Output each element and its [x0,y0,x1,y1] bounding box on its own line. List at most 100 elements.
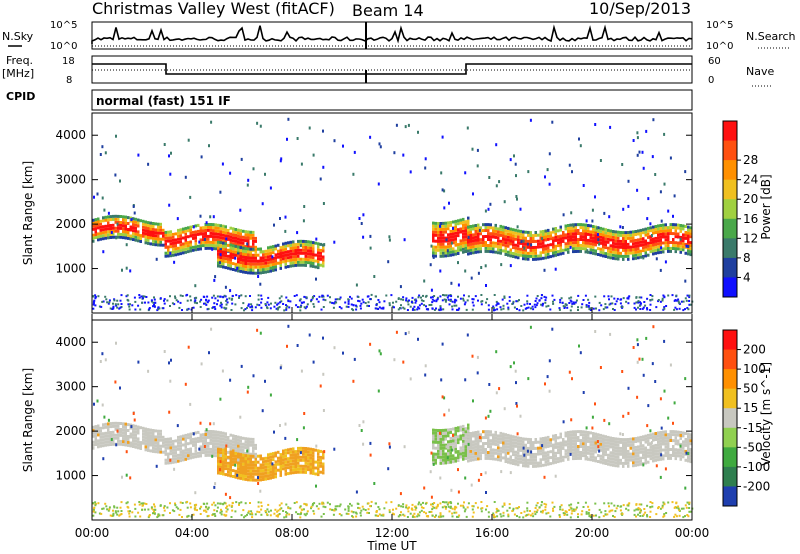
power-cell [254,259,257,263]
power-cell [489,202,492,206]
power-cell [444,221,447,225]
power-cell [179,240,182,244]
power-cell [514,246,517,250]
power-cell [619,233,622,237]
power-cell [303,205,306,208]
power-cell [242,270,245,274]
velocity-cell [97,445,100,449]
velocity-cell [537,449,540,453]
velocity-cell [570,503,573,506]
power-cell [313,305,316,308]
velocity-cell [299,458,302,462]
power-cell [617,245,620,249]
power-cell [187,138,190,142]
velocity-cell [144,439,147,443]
velocity-cell [239,439,242,443]
power-cell [147,233,150,236]
velocity-cell [212,442,215,446]
velocity-cell [139,447,142,450]
velocity-cell [319,455,322,459]
velocity-cell [639,438,642,442]
power-cell [509,264,512,268]
power-cell [159,231,162,235]
power-cell [545,296,548,299]
power-cell [249,247,252,251]
velocity-cell [614,458,617,462]
velocity-cell [662,501,665,504]
velocity-cell [184,451,187,455]
power-cell [527,239,530,243]
power-cell [204,229,207,232]
power-cell [624,254,627,258]
velocity-cell [182,437,185,441]
velocity-cell [547,444,550,448]
power-cell [489,226,492,230]
power-cell [213,278,216,282]
power-cell [539,236,542,240]
power-cell [279,246,282,250]
power-cell [529,303,531,305]
power-cell [277,261,280,265]
power-cell [362,213,365,217]
power-cell [294,258,297,261]
power-cell [534,248,537,252]
power-cell [313,295,316,298]
power-cell [244,250,247,254]
velocity-cell [622,464,625,468]
velocity-cell [302,470,305,474]
power-cell [552,230,555,234]
velocity-cell [309,450,312,454]
velocity-cell [457,450,460,454]
power-cell [254,306,257,309]
power-cell [222,224,225,228]
power-cell [619,298,622,301]
velocity-cell [264,468,267,472]
velocity-cell [182,455,185,459]
velocity-cell [549,515,552,518]
power-cell [585,305,588,308]
power-cell [499,245,502,249]
power-cell [544,244,547,248]
velocity-cell [602,434,605,438]
velocity-cell [567,448,570,452]
power-cell [527,245,530,249]
velocity-cell [159,450,162,454]
velocity-cell [334,505,337,508]
velocity-cell [289,507,292,510]
power-cell [684,279,687,283]
velocity-cell [172,442,175,446]
power-cell [219,304,222,307]
power-cell [259,282,262,286]
velocity-cell [647,436,650,440]
velocity-cell [224,449,227,453]
power-cell [662,226,665,230]
power-cell [570,211,573,215]
power-cell [652,246,655,250]
velocity-cell [244,474,247,478]
power-cell [144,223,147,227]
velocity-cell [684,458,687,462]
velocity-cell [242,442,245,446]
power-cell [269,186,272,190]
velocity-cell [671,501,674,504]
velocity-cell [227,464,230,468]
power-cell [529,246,532,249]
power-cell [494,232,497,236]
power-cell [523,303,526,306]
power-cell [169,254,172,258]
power-cell [274,256,277,260]
power-cell [558,308,561,311]
power-cell [425,305,427,308]
velocity-cell [689,451,692,455]
power-cell [504,238,507,242]
power-cell [502,237,505,241]
velocity-cell [177,456,180,460]
velocity-cell [147,443,150,446]
velocity-cell [207,435,210,439]
power-cell [609,244,612,248]
velocity-cell [99,444,102,448]
power-cell [104,230,107,234]
velocity-cell [609,509,612,512]
power-cell [319,251,322,255]
power-cell [686,294,689,297]
